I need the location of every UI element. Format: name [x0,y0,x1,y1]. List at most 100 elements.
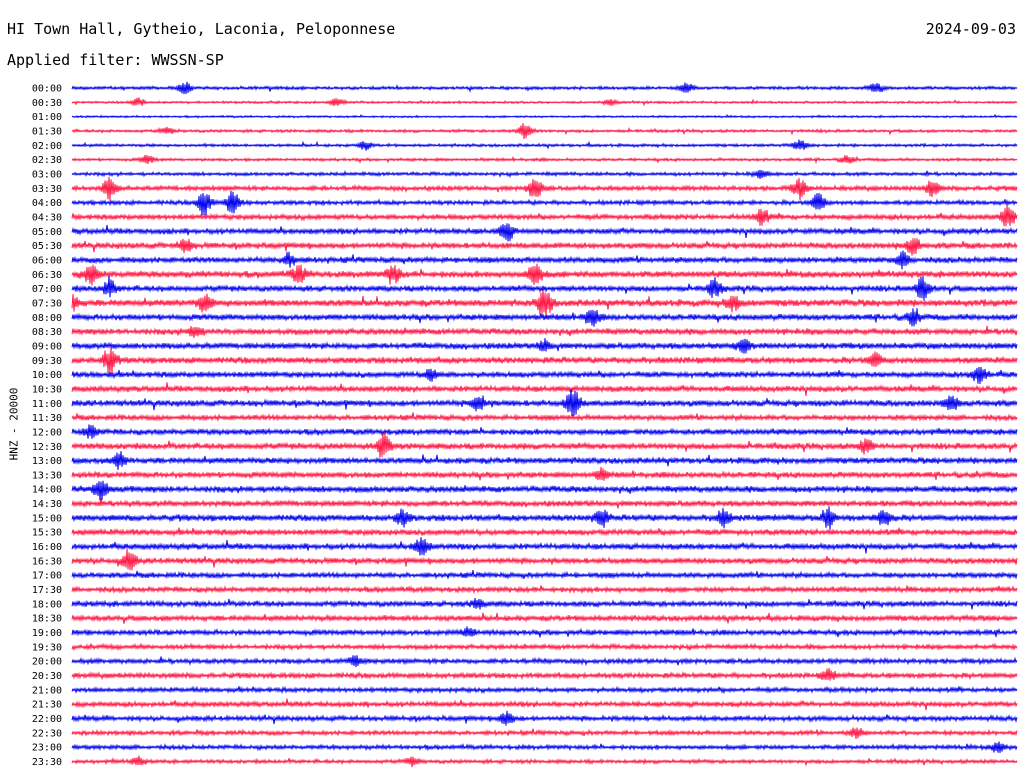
trace-0800 [71,308,1018,327]
filter-label: Applied filter: WWSSN-SP [7,51,224,69]
time-label: 12:30 [32,442,62,453]
trace-0300 [71,169,1018,180]
time-label: 09:00 [32,341,62,352]
time-label: 18:30 [32,614,62,625]
traces [71,81,1018,768]
time-label: 11:30 [32,413,62,424]
trace-2200 [71,710,1018,726]
time-label: 22:30 [32,728,62,739]
trace-1300 [71,451,1018,471]
trace-0030 [71,97,1018,107]
trace-2300 [71,741,1018,754]
trace-1530 [71,527,1018,537]
time-label: 08:30 [32,327,62,338]
trace-0200 [71,139,1018,151]
trace-1400 [71,480,1018,501]
trace-0900 [71,338,1018,354]
time-label: 15:00 [32,513,62,524]
trace-2130 [71,698,1018,711]
trace-0930 [71,347,1018,375]
trace-2330 [71,755,1018,768]
trace-2000 [71,655,1018,668]
time-label: 21:00 [32,685,62,696]
time-label: 05:00 [32,227,62,238]
time-label: 21:30 [32,700,62,711]
trace-1600 [71,537,1018,556]
trace-1730 [71,585,1018,595]
time-label: 06:30 [32,270,62,281]
trace-1330 [71,466,1018,481]
trace-0000 [71,81,1018,95]
time-label: 07:00 [32,284,62,295]
trace-1800 [71,597,1018,610]
time-label: 13:30 [32,470,62,481]
time-label: 11:00 [32,399,62,410]
trace-1900 [71,626,1018,638]
station-title: HI Town Hall, Gytheio, Laconia, Peloponn… [7,20,396,38]
trace-1030 [71,382,1018,396]
time-label: 16:30 [32,556,62,567]
trace-1230 [71,432,1018,458]
time-labels: 00:00 00:30 01:00 01:30 02:00 02:30 03:00 03:30… [32,84,62,769]
time-label: 03:30 [32,184,62,195]
time-label: 04:00 [32,198,62,209]
trace-1130 [71,412,1018,423]
time-label: 14:30 [32,499,62,510]
time-label: 12:00 [32,427,62,438]
trace-1500 [71,506,1018,530]
trace-2230 [71,727,1018,739]
time-label: 17:00 [32,571,62,582]
trace-1000 [71,366,1018,385]
trace-0130 [71,123,1018,140]
time-label: 03:00 [32,169,62,180]
time-label: 01:30 [32,126,62,137]
trace-2030 [71,667,1018,681]
trace-0400 [71,190,1018,216]
time-label: 07:30 [32,298,62,309]
trace-1930 [71,642,1018,652]
time-label: 09:30 [32,356,62,367]
time-label: 23:30 [32,757,62,768]
trace-1700 [71,570,1018,580]
time-label: 02:30 [32,155,62,166]
time-label: 13:00 [32,456,62,467]
time-label: 15:30 [32,528,62,539]
time-label: 05:30 [32,241,62,252]
trace-1430 [71,497,1018,509]
time-label: 20:30 [32,671,62,682]
trace-2100 [71,685,1018,695]
date-label: 2024-09-03 [925,20,1016,38]
trace-0230 [71,154,1018,165]
trace-0600 [71,250,1018,270]
time-label: 20:00 [32,657,62,668]
time-label: 18:00 [32,599,62,610]
trace-0430 [71,204,1018,227]
time-label: 10:00 [32,370,62,381]
trace-0830 [71,325,1018,338]
trace-0730 [71,288,1018,318]
time-label: 00:00 [32,84,62,95]
time-label: 04:30 [32,212,62,223]
trace-0530 [71,238,1018,256]
time-label: 22:00 [32,714,62,725]
time-label: 19:30 [32,642,62,653]
time-label: 02:00 [32,141,62,152]
time-label: 16:00 [32,542,62,553]
time-label: 01:00 [32,112,62,123]
time-label: 14:00 [32,485,62,496]
trace-1630 [71,548,1018,571]
time-label: 08:00 [32,313,62,324]
trace-0330 [71,176,1018,201]
time-label: 10:30 [32,384,62,395]
time-label: 19:00 [32,628,62,639]
time-label: 00:30 [32,98,62,109]
trace-1830 [71,612,1018,624]
trace-0630 [71,263,1018,286]
trace-0500 [71,223,1018,242]
trace-0100 [71,113,1018,119]
time-label: 06:00 [32,255,62,266]
trace-1200 [71,424,1018,439]
trace-1100 [71,388,1018,417]
time-label: 23:00 [32,743,62,754]
